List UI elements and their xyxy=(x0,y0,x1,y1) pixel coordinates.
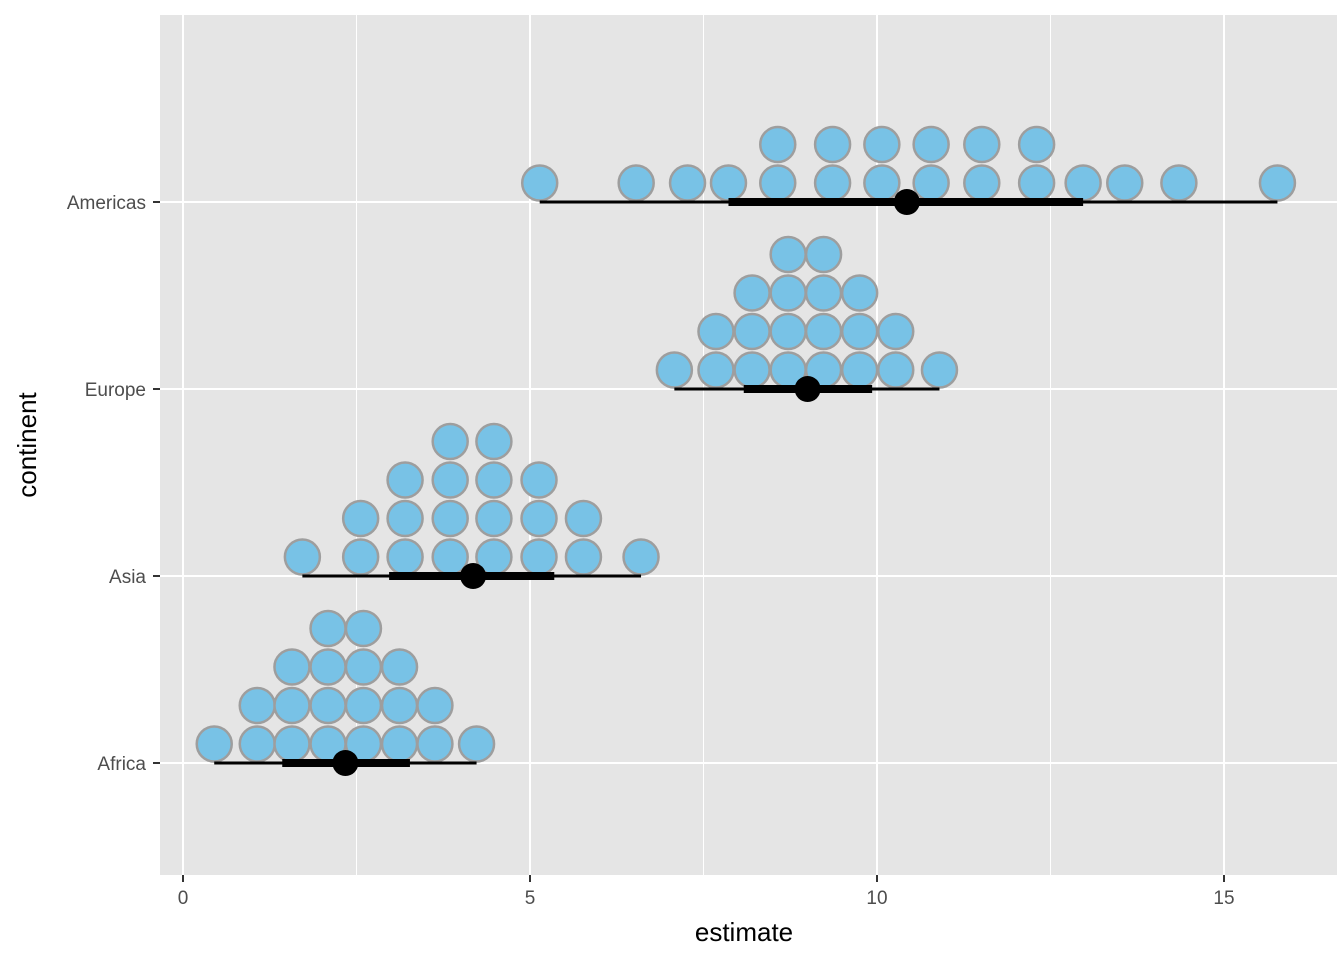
dot xyxy=(341,538,380,576)
dot xyxy=(876,312,915,351)
dot xyxy=(1017,125,1056,164)
dot xyxy=(416,686,454,725)
dot xyxy=(380,725,419,763)
dot xyxy=(564,499,603,538)
dot xyxy=(733,351,771,389)
dot xyxy=(309,609,347,648)
point-estimate xyxy=(794,376,821,402)
dot xyxy=(863,125,901,164)
dot xyxy=(273,648,311,686)
x-tick-label: 0 xyxy=(178,888,189,909)
dot xyxy=(733,274,771,312)
dot xyxy=(709,164,748,202)
dot xyxy=(520,499,558,538)
dot xyxy=(564,538,603,576)
dot xyxy=(457,725,496,763)
series-africa xyxy=(195,609,496,776)
point-estimate xyxy=(332,750,359,776)
dot xyxy=(475,499,513,538)
dot xyxy=(617,164,655,202)
series-europe xyxy=(655,235,959,402)
dot xyxy=(416,725,454,763)
dot xyxy=(759,164,797,202)
dot xyxy=(344,686,383,725)
dot xyxy=(341,499,380,538)
dot xyxy=(475,422,513,461)
y-axis-title: continent xyxy=(12,391,42,497)
dot xyxy=(309,648,347,686)
dot xyxy=(1017,164,1056,202)
dot xyxy=(813,164,852,202)
dot xyxy=(963,125,1001,164)
dot xyxy=(520,164,559,202)
x-tick-label: 10 xyxy=(866,888,887,909)
dot xyxy=(238,686,277,725)
point-estimate xyxy=(460,563,487,589)
dot xyxy=(804,312,843,351)
dot xyxy=(759,125,797,164)
dot xyxy=(238,725,277,763)
dot xyxy=(769,312,807,351)
y-tick-label: Americas xyxy=(67,193,146,214)
dot xyxy=(804,274,843,312)
series-asia xyxy=(283,422,660,589)
dot xyxy=(912,125,950,164)
dot xyxy=(1106,164,1144,202)
dot xyxy=(769,274,807,312)
dot xyxy=(380,648,419,686)
dot xyxy=(520,461,558,499)
dot xyxy=(380,686,419,725)
dot xyxy=(876,351,915,389)
dot xyxy=(697,312,735,351)
x-axis-title: estimate xyxy=(695,917,793,947)
dot xyxy=(431,499,469,538)
dot xyxy=(697,351,735,389)
dot xyxy=(273,725,311,763)
dot xyxy=(813,125,852,164)
dot xyxy=(668,164,707,202)
dot xyxy=(963,164,1001,202)
y-tick-label: Europe xyxy=(85,380,146,401)
dot xyxy=(920,351,959,389)
dot xyxy=(386,499,424,538)
y-tick-label: Asia xyxy=(109,567,146,588)
dot xyxy=(622,538,660,576)
dot xyxy=(520,538,558,576)
dot xyxy=(344,609,383,648)
dot xyxy=(804,235,843,274)
dot xyxy=(386,538,424,576)
dot xyxy=(840,351,879,389)
point-estimate xyxy=(893,189,920,215)
dot xyxy=(1064,164,1102,202)
dot xyxy=(475,461,513,499)
dot xyxy=(1258,164,1297,202)
y-tick-label: Africa xyxy=(97,754,146,775)
dot xyxy=(1160,164,1198,202)
dot xyxy=(195,725,233,763)
dot xyxy=(655,351,694,389)
dot xyxy=(431,422,469,461)
dot xyxy=(840,274,879,312)
dot xyxy=(273,686,311,725)
axes: 0 5 10 15 Africa Asia Europe Americas xyxy=(67,193,1235,909)
dot xyxy=(769,235,807,274)
dot xyxy=(386,461,424,499)
dot xyxy=(912,164,950,202)
dot xyxy=(863,164,901,202)
dot xyxy=(283,538,322,576)
dot xyxy=(309,686,347,725)
dot xyxy=(344,648,383,686)
dot xyxy=(431,461,469,499)
x-tick-label: 15 xyxy=(1213,888,1234,909)
dot xyxy=(733,312,771,351)
series-americas xyxy=(520,125,1297,215)
x-tick-label: 5 xyxy=(525,888,536,909)
data-layer xyxy=(195,125,1297,776)
dot xyxy=(840,312,879,351)
